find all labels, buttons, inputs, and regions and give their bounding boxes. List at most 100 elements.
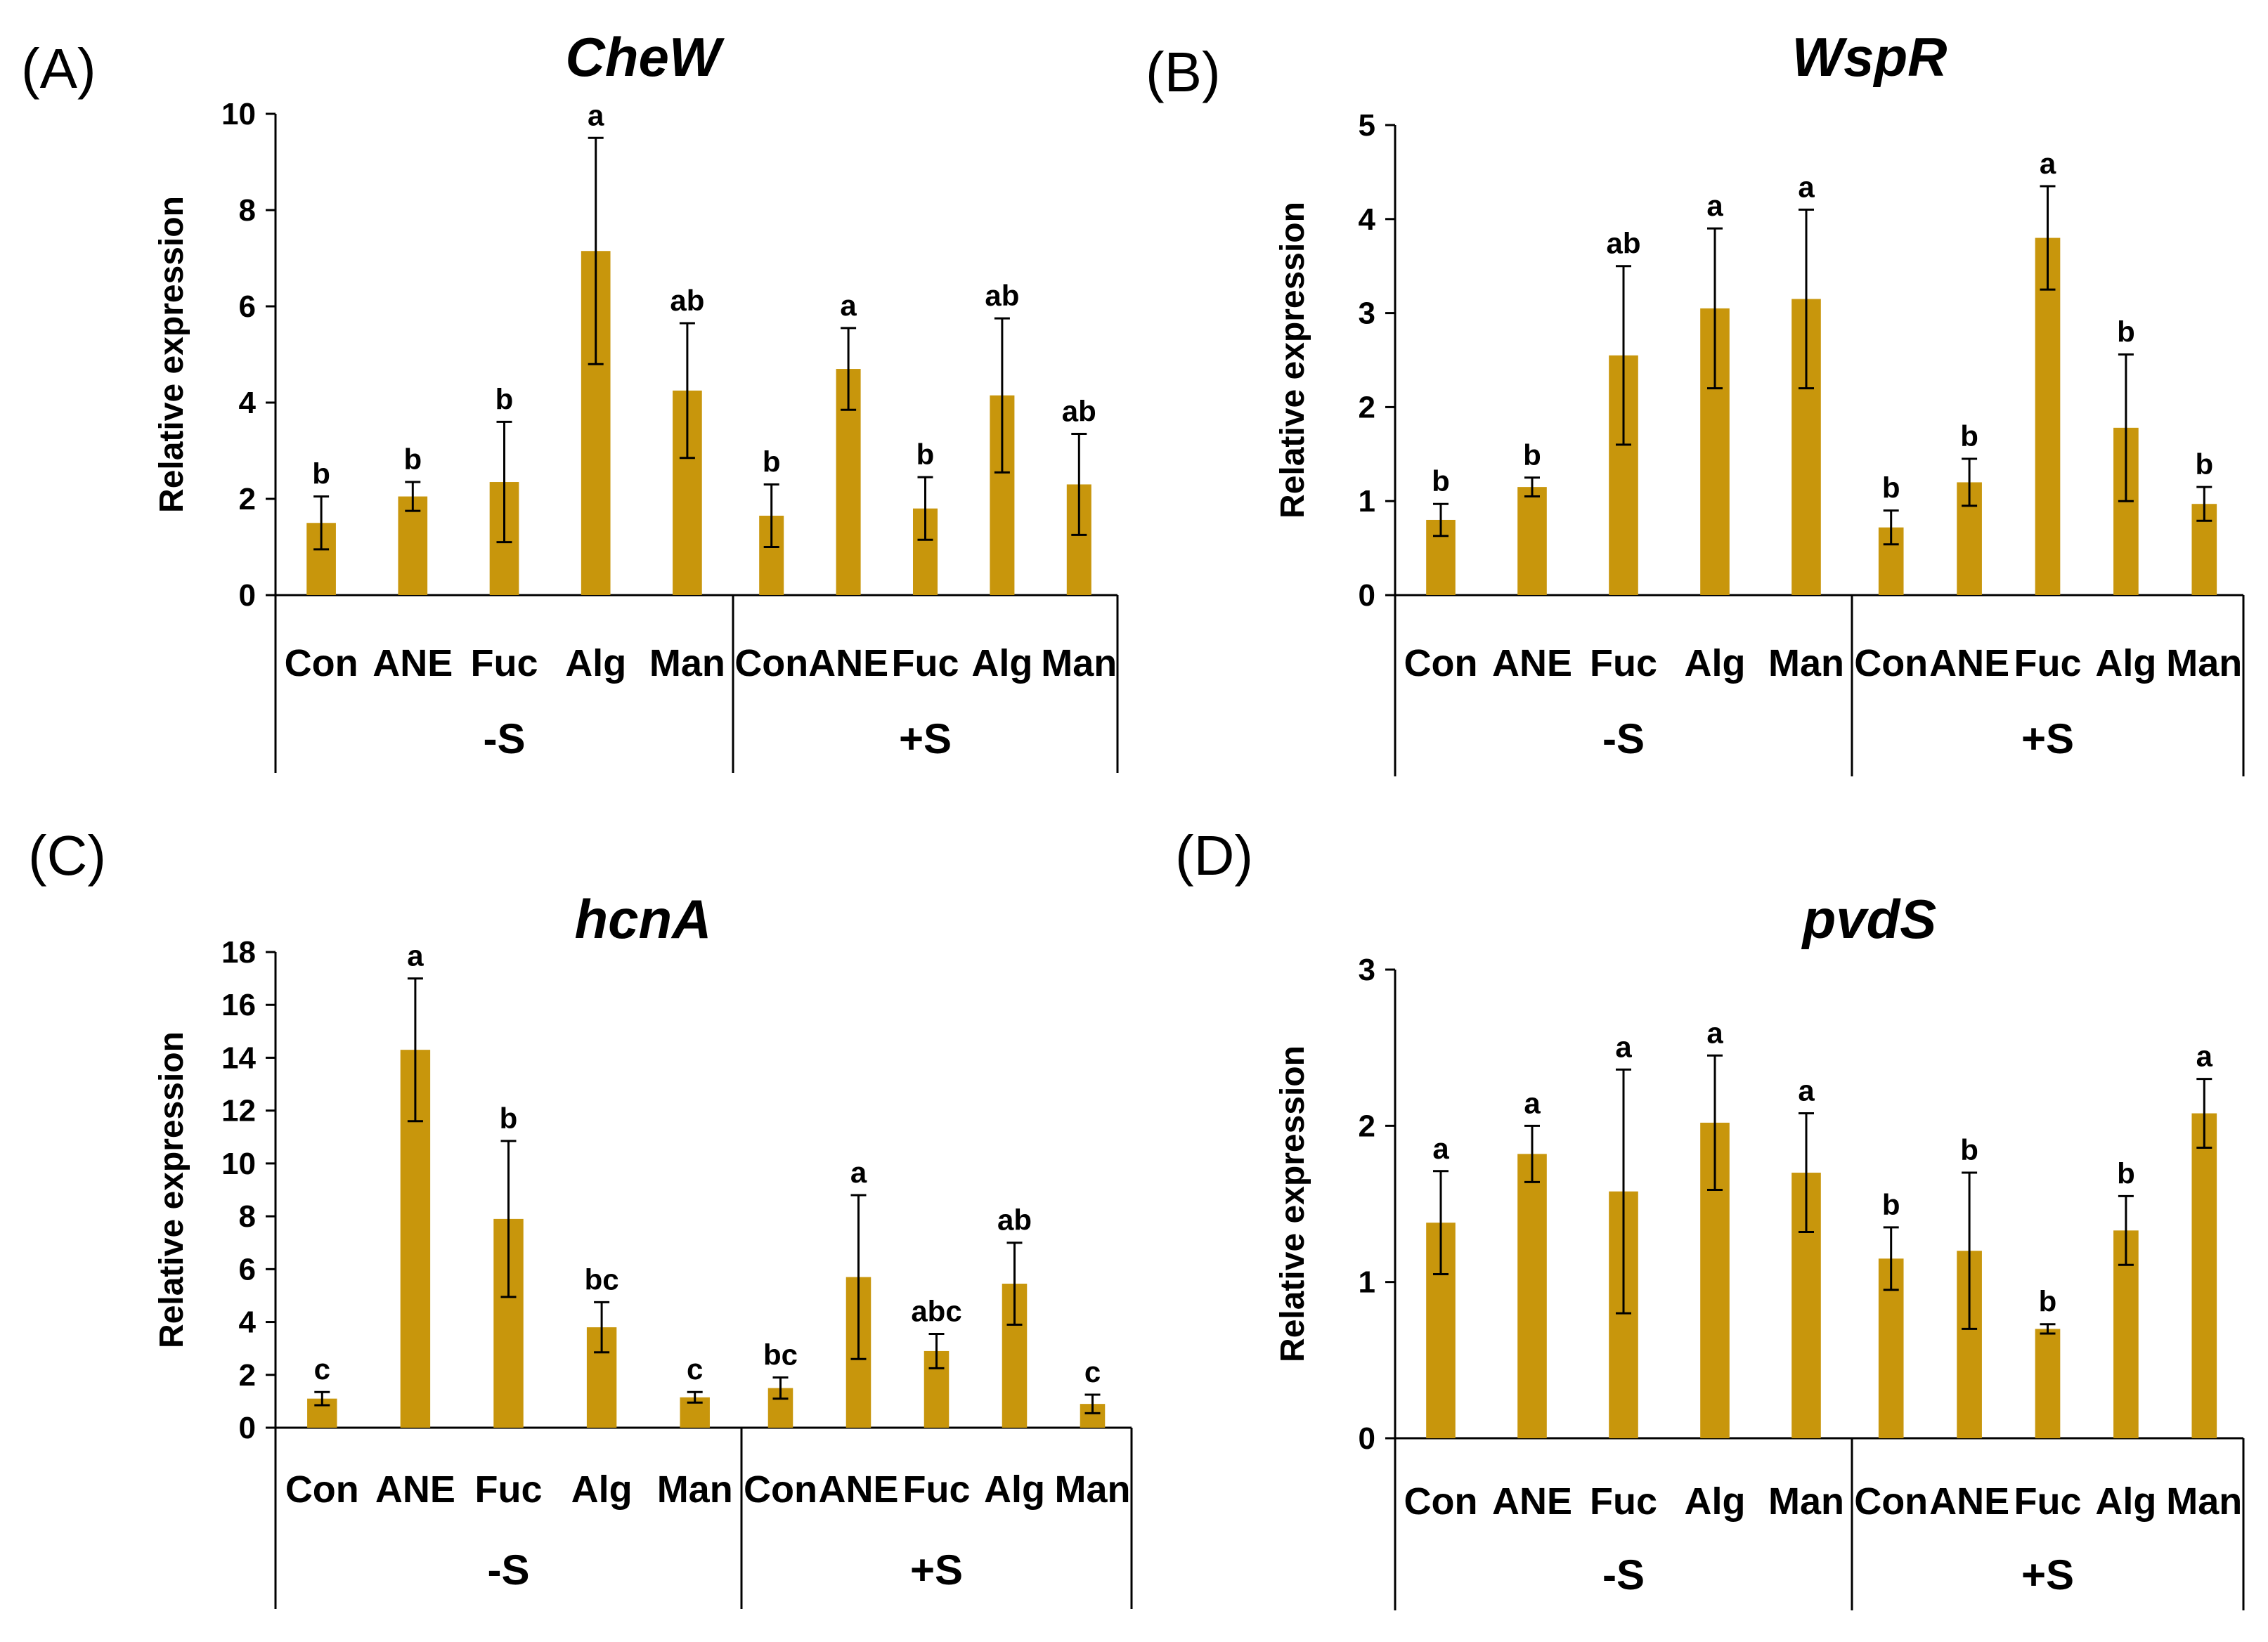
category-label: Fuc [1590, 642, 1657, 684]
chart-panel-d: (D) pvdS Relative expression 0 1 2 3 a Con a ANE a F… [1175, 824, 2245, 1610]
significance-label: bc [585, 1263, 619, 1296]
category-label: ANE [1492, 1480, 1572, 1523]
significance-label: b [500, 1102, 518, 1135]
y-tick-label: 3 [1359, 297, 1375, 331]
panel-letter: (A) [21, 37, 96, 100]
significance-label: a [588, 98, 604, 131]
significance-label: a [840, 289, 857, 322]
significance-label: a [1706, 1016, 1723, 1049]
chart-panel-c: (C) hcnA Relative expression 0 2 4 6 8 10 12 14 16 1… [28, 824, 1133, 1609]
y-axis-label: Relative expression [1274, 1045, 1311, 1362]
significance-label: b [495, 382, 514, 415]
chart-title: pvdS [1801, 888, 1937, 950]
significance-label: ab [985, 279, 1019, 312]
significance-label: ab [997, 1204, 1032, 1237]
category-label: Fuc [2014, 1480, 2081, 1523]
y-tick-label: 1 [1359, 1265, 1375, 1300]
category-label: Man [1768, 642, 1844, 684]
y-axis-label: Relative expression [153, 1031, 190, 1348]
category-label: Alg [984, 1468, 1045, 1511]
category-label: Man [1055, 1468, 1131, 1511]
bar-+S-Man [2191, 1113, 2217, 1438]
category-label: Alg [971, 642, 1032, 684]
significance-label: b [2039, 1285, 2057, 1318]
bar--S-ANE [1517, 487, 1547, 595]
y-tick-label: 2 [239, 1358, 256, 1393]
category-label: Fuc [2014, 642, 2081, 684]
group-label: +S [910, 1546, 963, 1594]
category-label: Alg [2095, 642, 2156, 684]
category-label: Fuc [902, 1468, 970, 1511]
significance-label: ab [670, 284, 704, 317]
category-label: Con [285, 642, 358, 684]
significance-label: b [2117, 1156, 2135, 1190]
chart-title: CheW [566, 26, 725, 88]
significance-label: a [1798, 170, 1815, 203]
significance-label: a [2196, 1040, 2213, 1073]
y-tick-label: 10 [221, 1147, 256, 1181]
y-tick-label: 6 [239, 1252, 256, 1286]
category-label: Man [1768, 1480, 1844, 1523]
y-tick-label: 4 [239, 1305, 257, 1340]
y-tick-label: 8 [239, 193, 256, 228]
category-label: Alg [1685, 642, 1746, 684]
y-tick-label: 16 [221, 988, 256, 1022]
significance-label: b [2195, 448, 2213, 481]
significance-label: b [2117, 315, 2135, 348]
category-label: Alg [1685, 1480, 1746, 1523]
category-label: Con [1854, 642, 1928, 684]
y-tick-label: 14 [221, 1041, 256, 1075]
category-label: Con [1404, 1480, 1478, 1523]
group-label: +S [899, 715, 952, 762]
significance-label: c [687, 1353, 703, 1386]
bar-+S-Fuc [2035, 237, 2061, 595]
significance-label: b [312, 457, 330, 490]
category-label: ANE [1929, 1480, 2009, 1523]
y-tick-label: 1 [1359, 484, 1375, 519]
significance-label: a [1524, 1086, 1541, 1119]
significance-label: ab [1606, 227, 1640, 260]
significance-label: a [1615, 1030, 1632, 1063]
category-label: Con [744, 1468, 817, 1511]
y-tick-label: 2 [1359, 1109, 1375, 1143]
group-label: -S [484, 715, 526, 762]
y-tick-label: 2 [1359, 390, 1375, 424]
y-tick-label: 5 [1359, 108, 1375, 143]
y-tick-label: 0 [1359, 578, 1375, 613]
significance-label: abc [911, 1294, 961, 1327]
category-label: Fuc [474, 1468, 542, 1511]
category-label: Man [657, 1468, 733, 1511]
category-label: Alg [2095, 1480, 2156, 1523]
y-tick-label: 2 [239, 482, 256, 516]
category-label: ANE [808, 642, 888, 684]
category-label: Fuc [470, 642, 538, 684]
category-label: Alg [565, 642, 626, 684]
significance-label: b [1882, 471, 1900, 504]
category-label: Con [734, 642, 808, 684]
y-tick-label: 0 [1359, 1421, 1375, 1456]
significance-label: b [916, 438, 935, 471]
y-tick-label: 18 [221, 935, 256, 970]
significance-label: b [1960, 1133, 1978, 1166]
category-label: Man [1041, 642, 1117, 684]
significance-label: b [1960, 419, 1978, 452]
category-label: Man [2166, 642, 2242, 684]
significance-label: bc [763, 1338, 798, 1371]
y-tick-label: 4 [1359, 202, 1376, 237]
group-label: +S [2021, 715, 2074, 762]
bar-+S-Fuc [2035, 1329, 2061, 1438]
panel-letter: (D) [1175, 824, 1253, 887]
significance-label: b [763, 445, 781, 478]
significance-label: a [1706, 189, 1723, 222]
significance-label: b [1882, 1188, 1900, 1221]
group-label: -S [488, 1546, 530, 1594]
category-label: Fuc [891, 642, 959, 684]
y-axis-label: Relative expression [1274, 202, 1311, 519]
category-label: ANE [372, 642, 453, 684]
bar--S-ANE [1517, 1154, 1547, 1438]
category-label: Alg [571, 1468, 633, 1511]
category-label: ANE [1929, 642, 2009, 684]
category-label: ANE [818, 1468, 898, 1511]
group-label: -S [1602, 715, 1645, 762]
